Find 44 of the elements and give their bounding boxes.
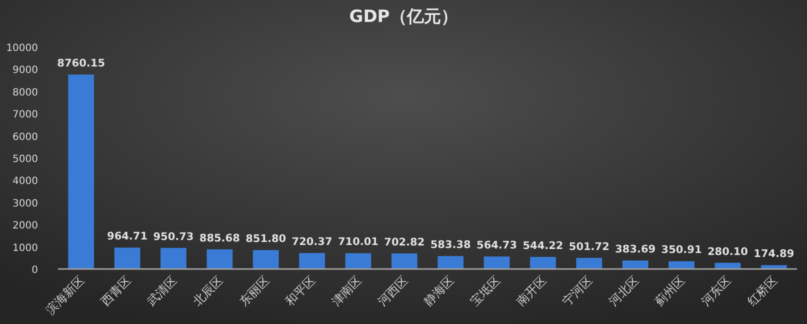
data-label: 702.82 xyxy=(384,236,425,248)
x-tick-label: 河北区 xyxy=(606,273,642,309)
y-tick-label: 6000 xyxy=(12,132,38,143)
y-tick-label: 2000 xyxy=(12,220,38,232)
y-tick-label: 4000 xyxy=(12,176,38,188)
y-tick-label: 0 xyxy=(32,265,38,276)
x-tick-label: 南开区 xyxy=(514,273,550,309)
data-label: 383.69 xyxy=(615,243,656,256)
data-label: 950.73 xyxy=(153,230,194,243)
x-tick-label: 武清区 xyxy=(144,273,180,309)
title: GDP（亿元） xyxy=(349,7,458,27)
data-label: 501.72 xyxy=(568,240,610,253)
y-tick-label: 8000 xyxy=(12,87,38,98)
x-tick-label: 河西区 xyxy=(375,273,411,309)
x-tick-label: 津南区 xyxy=(328,273,364,309)
y-tick-label: 7000 xyxy=(12,110,38,121)
data-label: 964.71 xyxy=(107,230,148,243)
x-tick-label: 北辰区 xyxy=(190,273,226,309)
data-label: 583.38 xyxy=(430,239,471,252)
x-tick-label: 东丽区 xyxy=(236,273,272,309)
x-tick-label: 蓟州区 xyxy=(652,273,688,309)
x-tick-label: 和平区 xyxy=(282,273,318,309)
x-tick-label: 红桥区 xyxy=(744,273,780,309)
x-tick-label: 西青区 xyxy=(98,273,134,309)
data-label: 544.22 xyxy=(522,240,564,252)
data-label: 710.01 xyxy=(338,236,378,248)
x-tick-label: 宁河区 xyxy=(560,273,596,309)
x-tick-label: 滨海新区 xyxy=(43,273,88,318)
data-label: 280.10 xyxy=(707,246,748,258)
data-label: 720.37 xyxy=(292,236,332,248)
data-label: 885.68 xyxy=(199,232,240,244)
x-tick-label: 静海区 xyxy=(421,273,457,309)
y-tick-label: 9000 xyxy=(12,65,38,76)
y-tick-label: 10000 xyxy=(6,43,38,54)
data-label: 350.91 xyxy=(661,244,702,256)
data-label: 8760.15 xyxy=(57,58,106,70)
y-tick-label: 5000 xyxy=(12,154,38,165)
data-label: 851.80 xyxy=(246,233,286,246)
x-tick-label: 宝坻区 xyxy=(468,273,503,309)
x-tick-label: 河东区 xyxy=(698,273,734,309)
y-tick-label: 1000 xyxy=(12,242,38,254)
y-tick-label: 3000 xyxy=(12,198,38,210)
data-label: 564.73 xyxy=(476,239,518,252)
data-label: 174.89 xyxy=(754,248,794,260)
